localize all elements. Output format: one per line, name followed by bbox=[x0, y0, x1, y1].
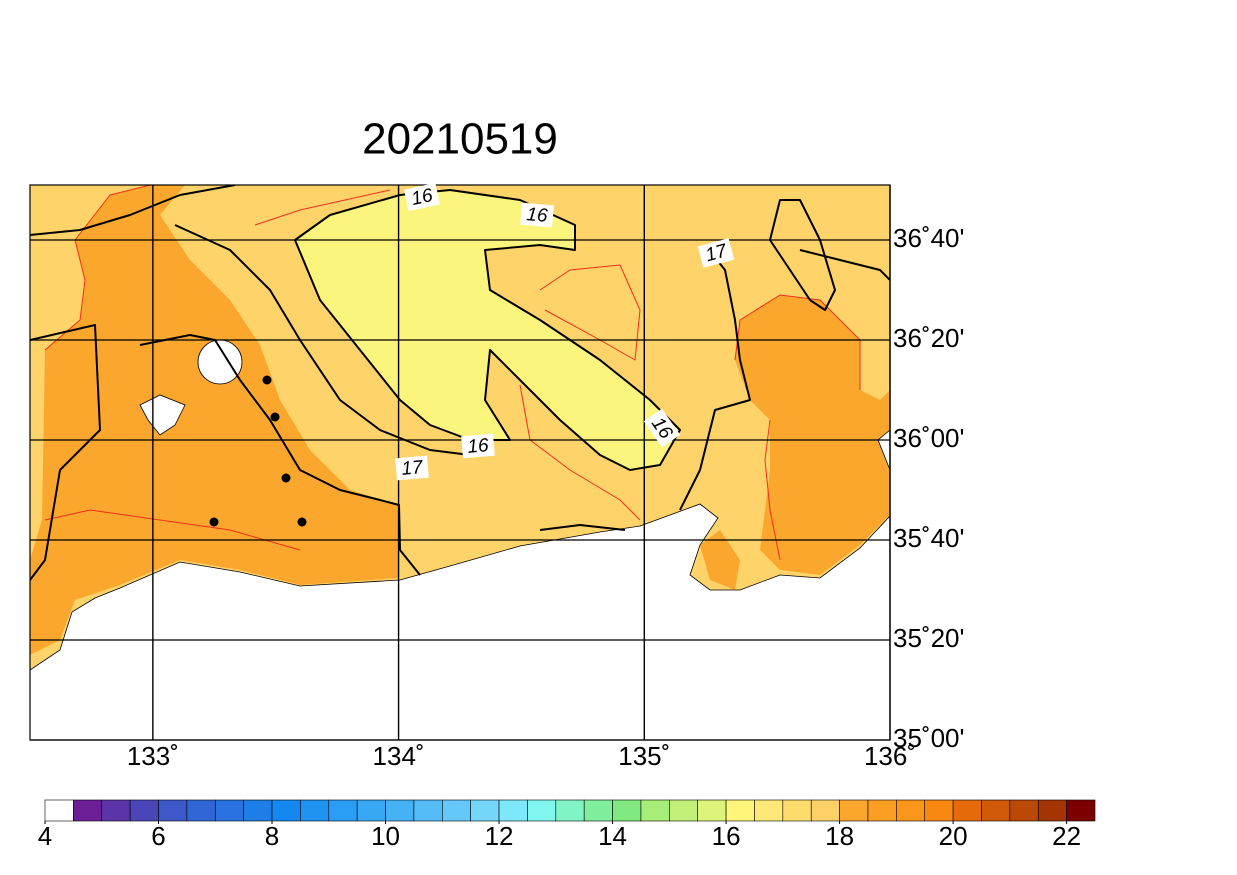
colorbar-box bbox=[158, 799, 188, 822]
colorbar-box bbox=[129, 799, 159, 822]
colorbar-tick-label: 12 bbox=[485, 821, 514, 851]
colorbar-box bbox=[186, 799, 216, 822]
y-tick-label: 36˚20' bbox=[893, 323, 964, 353]
contour-value: 16 bbox=[410, 185, 435, 210]
colorbar-box bbox=[839, 799, 869, 822]
colorbar-tick-label: 20 bbox=[939, 821, 968, 851]
label-box bbox=[697, 238, 735, 268]
label-box bbox=[395, 455, 429, 481]
x-tick-label: 135˚ bbox=[618, 741, 670, 771]
colorbar-box bbox=[214, 799, 244, 822]
colorbar-tick-label: 10 bbox=[371, 821, 400, 851]
colorbar-box bbox=[243, 799, 273, 822]
colorbar-box bbox=[271, 799, 301, 822]
contour bbox=[519, 384, 641, 521]
station bbox=[262, 375, 272, 385]
colorbar-box bbox=[73, 799, 103, 822]
colorbar-box bbox=[356, 799, 386, 822]
colorbar-box bbox=[924, 799, 954, 822]
colorbar-box bbox=[669, 799, 699, 822]
station bbox=[297, 517, 307, 527]
colorbar-box bbox=[441, 799, 471, 822]
contour bbox=[30, 185, 236, 236]
contour-label: 17 bbox=[395, 455, 429, 481]
label-box bbox=[404, 182, 440, 212]
colorbar-box bbox=[754, 799, 784, 822]
colorbar-box bbox=[1066, 799, 1096, 822]
contour-label: 16 bbox=[461, 433, 495, 459]
colorbar-tick-label: 6 bbox=[151, 821, 165, 851]
field-18 bbox=[30, 185, 399, 655]
colorbar-box bbox=[896, 799, 926, 822]
colorbar-tick-label: 8 bbox=[265, 821, 279, 851]
y-tick-label: 36˚40' bbox=[893, 223, 964, 253]
colorbar-box bbox=[640, 799, 670, 822]
map-field bbox=[30, 185, 890, 740]
colorbar-box bbox=[1009, 799, 1039, 822]
contour bbox=[139, 334, 421, 576]
contour bbox=[254, 189, 391, 226]
y-tick-label: 35˚00' bbox=[893, 723, 964, 753]
map-frame bbox=[29, 184, 891, 741]
y-tick-label: 36˚00' bbox=[893, 423, 964, 453]
label-box bbox=[461, 433, 495, 459]
contour-value: 16 bbox=[526, 204, 549, 227]
colorbar-box bbox=[1037, 799, 1067, 822]
station bbox=[209, 517, 219, 527]
colorbar-box bbox=[952, 799, 982, 822]
contour bbox=[44, 509, 301, 551]
contour bbox=[679, 244, 751, 511]
contour bbox=[769, 199, 836, 311]
y-tick-label: 35˚40' bbox=[893, 523, 964, 553]
x-tick-label: 136˚ bbox=[864, 741, 916, 771]
colorbar-box bbox=[612, 799, 642, 822]
colorbar-box bbox=[555, 799, 585, 822]
colorbar: 4 6 8 10 12 14 16 18 20 22 bbox=[38, 799, 1096, 851]
contour-value: 17 bbox=[401, 457, 425, 480]
contour-label: 16 bbox=[520, 202, 554, 228]
label-box bbox=[643, 408, 681, 448]
contour bbox=[30, 324, 101, 581]
y-tick-label: 35˚20' bbox=[893, 623, 964, 653]
x-tick-label: 133˚ bbox=[127, 741, 179, 771]
colorbar-tick-label: 22 bbox=[1052, 821, 1081, 851]
map-title: 20210519 bbox=[362, 115, 558, 164]
station bbox=[270, 412, 280, 422]
x-tick-label: 134˚ bbox=[373, 741, 425, 771]
colorbar-tick-label: 16 bbox=[712, 821, 741, 851]
colorbar-box bbox=[725, 799, 755, 822]
colorbar-box bbox=[385, 799, 415, 822]
field-18 bbox=[700, 530, 740, 590]
label-box bbox=[520, 202, 554, 228]
contour bbox=[734, 294, 861, 390]
colorbar-box bbox=[867, 799, 897, 822]
colorbar-box bbox=[810, 799, 840, 822]
colorbar-tick-label: 4 bbox=[38, 821, 52, 851]
colorbar-box bbox=[583, 799, 613, 822]
contour bbox=[44, 185, 151, 351]
colorbar-tick-label: 18 bbox=[825, 821, 854, 851]
contour-value: 16 bbox=[467, 435, 490, 458]
island bbox=[139, 394, 186, 436]
contour-label: 16 bbox=[404, 182, 440, 212]
contour bbox=[174, 224, 471, 456]
colorbar-box bbox=[527, 799, 557, 822]
colorbar-box bbox=[413, 799, 443, 822]
colorbar-box bbox=[782, 799, 812, 822]
contour bbox=[539, 524, 626, 531]
colorbar-box bbox=[300, 799, 330, 822]
colorbar-box bbox=[981, 799, 1011, 822]
contour bbox=[799, 249, 890, 281]
colorbar-box bbox=[470, 799, 500, 822]
colorbar-box bbox=[101, 799, 131, 822]
field-16 bbox=[295, 190, 680, 470]
field-18 bbox=[735, 295, 890, 575]
colorbar-tick-label: 14 bbox=[598, 821, 627, 851]
station bbox=[281, 473, 291, 483]
colorbar-box bbox=[697, 799, 727, 822]
colorbar-box bbox=[328, 799, 358, 822]
colorbar-box bbox=[498, 799, 528, 822]
colorbar-box bbox=[44, 799, 74, 822]
